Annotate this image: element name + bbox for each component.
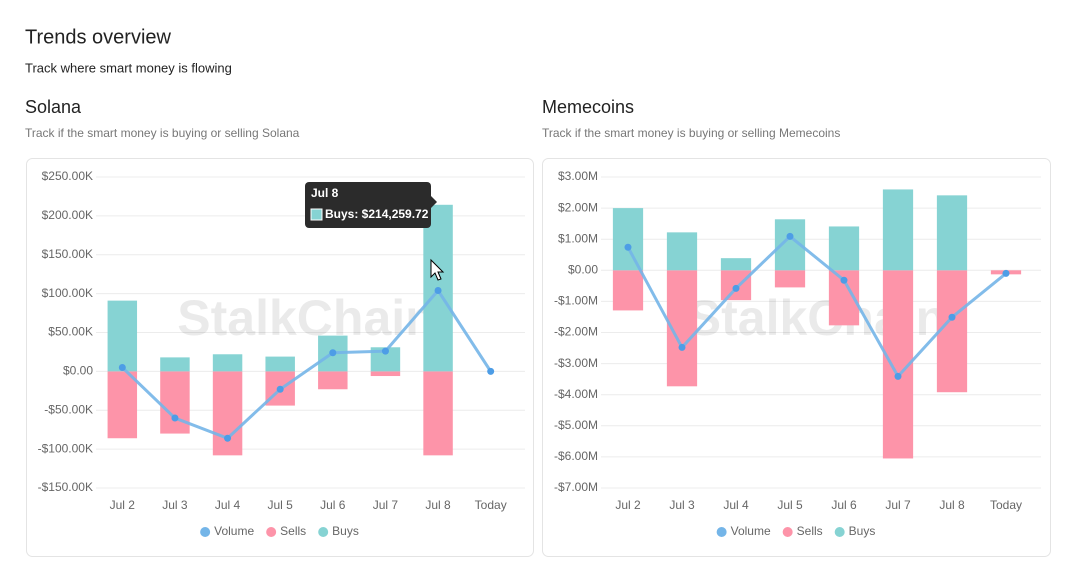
x-tick-label: Today	[475, 498, 507, 512]
cursor	[430, 258, 445, 281]
volume-point	[171, 414, 179, 422]
y-tick-label: $150.00K	[42, 247, 93, 261]
tooltip-title: Jul 8	[311, 186, 339, 200]
x-tick-label: Jul 8	[425, 498, 451, 512]
bar	[107, 371, 138, 439]
bar	[160, 371, 190, 434]
y-tick-label: $0.00	[568, 262, 598, 276]
bar	[212, 354, 243, 372]
y-tick-label: $100.00K	[42, 286, 93, 300]
volume-point	[487, 367, 495, 375]
y-tick-label: -$4.00M	[554, 387, 598, 401]
chart-title: Solana	[25, 97, 82, 117]
page-subtitle: Track where smart money is flowing	[25, 60, 232, 75]
page-title: Trends overview	[25, 26, 172, 48]
bar	[212, 371, 243, 456]
y-tick-label: -$7.00M	[554, 480, 598, 494]
tooltip-text: Buys: $214,259.72	[325, 207, 429, 221]
x-tick-label: Jul 3	[162, 498, 188, 512]
x-tick-label: Jul 6	[320, 498, 346, 512]
tooltip-swatch	[310, 208, 323, 221]
volume-point	[678, 343, 686, 351]
legend-label: Buys	[849, 524, 876, 538]
legend-swatch	[318, 527, 329, 537]
volume-point	[840, 276, 848, 284]
bar	[936, 270, 968, 393]
legend-swatch	[834, 527, 845, 537]
legend-label: Sells	[797, 524, 823, 538]
legend-swatch	[716, 527, 727, 537]
y-tick-label: -$5.00M	[554, 418, 598, 432]
volume-point	[732, 284, 740, 292]
volume-point	[786, 232, 794, 240]
bar	[666, 232, 698, 271]
chart-title: Memecoins	[542, 97, 634, 117]
y-tick-label: $200.00K	[42, 208, 93, 222]
volume-point	[1002, 269, 1010, 277]
x-tick-label: Today	[990, 498, 1022, 512]
volume-line	[626, 234, 1007, 379]
volume-point	[624, 243, 632, 251]
bar	[107, 300, 138, 372]
tooltip	[305, 182, 431, 228]
y-tick-label: $50.00K	[48, 325, 93, 339]
y-tick-label: $3.00M	[558, 169, 598, 183]
y-tick-label: -$50.00K	[44, 402, 93, 416]
bar	[318, 371, 348, 390]
x-tick-label: Jul 7	[885, 498, 911, 512]
chart-subtitle: Track if the smart money is buying or se…	[25, 126, 300, 140]
y-tick-label: -$2.00M	[554, 325, 598, 339]
x-tick-label: Jul 5	[268, 498, 294, 512]
chart-subtitle: Track if the smart money is buying or se…	[542, 126, 840, 140]
legend-label: Volume	[731, 524, 771, 538]
bar	[423, 371, 453, 456]
y-tick-label: $2.00M	[558, 200, 598, 214]
y-tick-label: $1.00M	[558, 231, 598, 245]
volume-point	[948, 313, 956, 321]
y-tick-label: -$3.00M	[554, 356, 598, 370]
tooltip-caret	[431, 196, 437, 208]
bar	[720, 258, 752, 271]
bar	[612, 270, 644, 311]
legend-swatch	[266, 527, 277, 537]
bar	[612, 208, 644, 271]
y-tick-label: -$150.00K	[38, 480, 93, 494]
x-tick-label: Jul 8	[939, 498, 965, 512]
x-tick-label: Jul 7	[373, 498, 399, 512]
volume-point	[276, 385, 284, 393]
watermark: StalkChain	[177, 290, 435, 346]
x-tick-label: Jul 2	[615, 498, 641, 512]
legend-swatch	[782, 527, 793, 537]
volume-point	[381, 347, 389, 355]
volume-point	[329, 349, 337, 357]
x-tick-label: Jul 6	[831, 498, 857, 512]
x-tick-label: Jul 4	[215, 498, 241, 512]
y-tick-label: -$100.00K	[38, 441, 93, 455]
bar	[160, 357, 190, 372]
volume-point	[224, 434, 232, 442]
bar	[882, 189, 914, 271]
y-tick-label: $250.00K	[42, 169, 93, 183]
bar	[936, 195, 968, 271]
legend-swatch	[200, 527, 211, 537]
legend-label: Buys	[332, 524, 359, 538]
volume-point	[894, 372, 902, 380]
x-tick-label: Jul 5	[777, 498, 803, 512]
y-tick-label: -$1.00M	[554, 294, 598, 308]
y-tick-label: -$6.00M	[554, 449, 598, 463]
volume-point	[118, 363, 126, 371]
bar	[370, 371, 401, 377]
x-tick-label: Jul 3	[669, 498, 695, 512]
legend-label: Sells	[280, 524, 306, 538]
x-tick-label: Jul 2	[110, 498, 136, 512]
volume-line	[121, 288, 492, 440]
legend-label: Volume	[214, 524, 254, 538]
y-tick-label: $0.00	[63, 364, 93, 378]
bar	[265, 356, 295, 372]
bar	[828, 226, 860, 271]
x-tick-label: Jul 4	[723, 498, 749, 512]
volume-point	[434, 287, 442, 295]
bar	[774, 270, 806, 288]
